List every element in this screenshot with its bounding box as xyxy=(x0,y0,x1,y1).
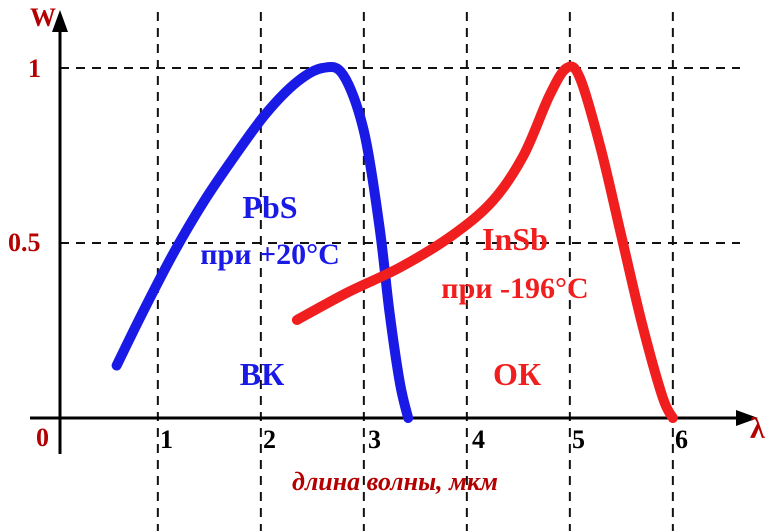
grid xyxy=(60,12,740,531)
annotation-label: ОК xyxy=(493,356,541,392)
x-axis-symbol: λ xyxy=(750,412,765,445)
x-tick-label: 5 xyxy=(572,425,585,454)
series-line-pbs xyxy=(111,61,414,423)
y-axis-arrow xyxy=(52,10,68,32)
y-tick-label: 0.5 xyxy=(8,228,41,257)
labels: Wλ 0 1 2 3 4 5 6 0.5 1 PbS при +20°C InSb при -196°C В… xyxy=(8,3,765,496)
series-label-pbs: при +20°C xyxy=(200,238,340,271)
x-tick-label: 6 xyxy=(675,425,688,454)
series-label-insb: при -196°C xyxy=(441,272,588,305)
x-axis-title: длина волны, мкм xyxy=(292,467,498,496)
x-axis-arrow xyxy=(736,410,758,426)
series-line-insb xyxy=(291,61,678,423)
annotation-label: ВК xyxy=(240,356,285,392)
series-label-insb: InSb xyxy=(482,221,548,257)
series-label-pbs: PbS xyxy=(242,189,297,225)
axes xyxy=(30,10,758,454)
x-tick-label: 1 xyxy=(160,425,173,454)
x-tick-label: 4 xyxy=(472,425,485,454)
x-tick-label: 2 xyxy=(263,425,276,454)
y-tick-label: 1 xyxy=(28,54,41,83)
series xyxy=(111,61,678,423)
origin-label: 0 xyxy=(36,423,49,452)
x-tick-label: 3 xyxy=(368,425,381,454)
y-axis-label: W xyxy=(30,3,56,32)
